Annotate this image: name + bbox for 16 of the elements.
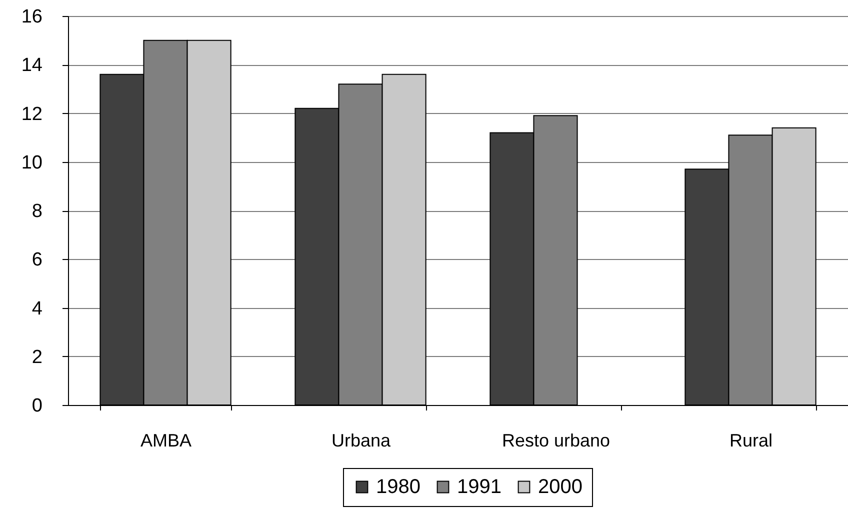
legend-label: 2000 (538, 476, 582, 498)
y-tick-label: 2 (32, 346, 42, 368)
x-tick-label: Resto urbano (502, 430, 610, 450)
x-tick-label: Urbana (331, 430, 392, 450)
y-tick-label: 0 (32, 396, 42, 416)
y-tick-label: 8 (32, 201, 42, 222)
y-tick-label: 16 (21, 6, 42, 28)
x-tick-label: AMBA (140, 430, 192, 450)
y-tick-label: 10 (21, 152, 42, 174)
y-tick-label: 6 (32, 250, 42, 271)
legend-label: 1991 (457, 476, 502, 498)
y-tick-label: 4 (32, 298, 43, 320)
y-tick-label: 12 (21, 104, 42, 125)
y-tick-label: 14 (21, 55, 43, 76)
legend-label: 1980 (376, 476, 420, 498)
x-tick-label: Rural (729, 430, 773, 450)
